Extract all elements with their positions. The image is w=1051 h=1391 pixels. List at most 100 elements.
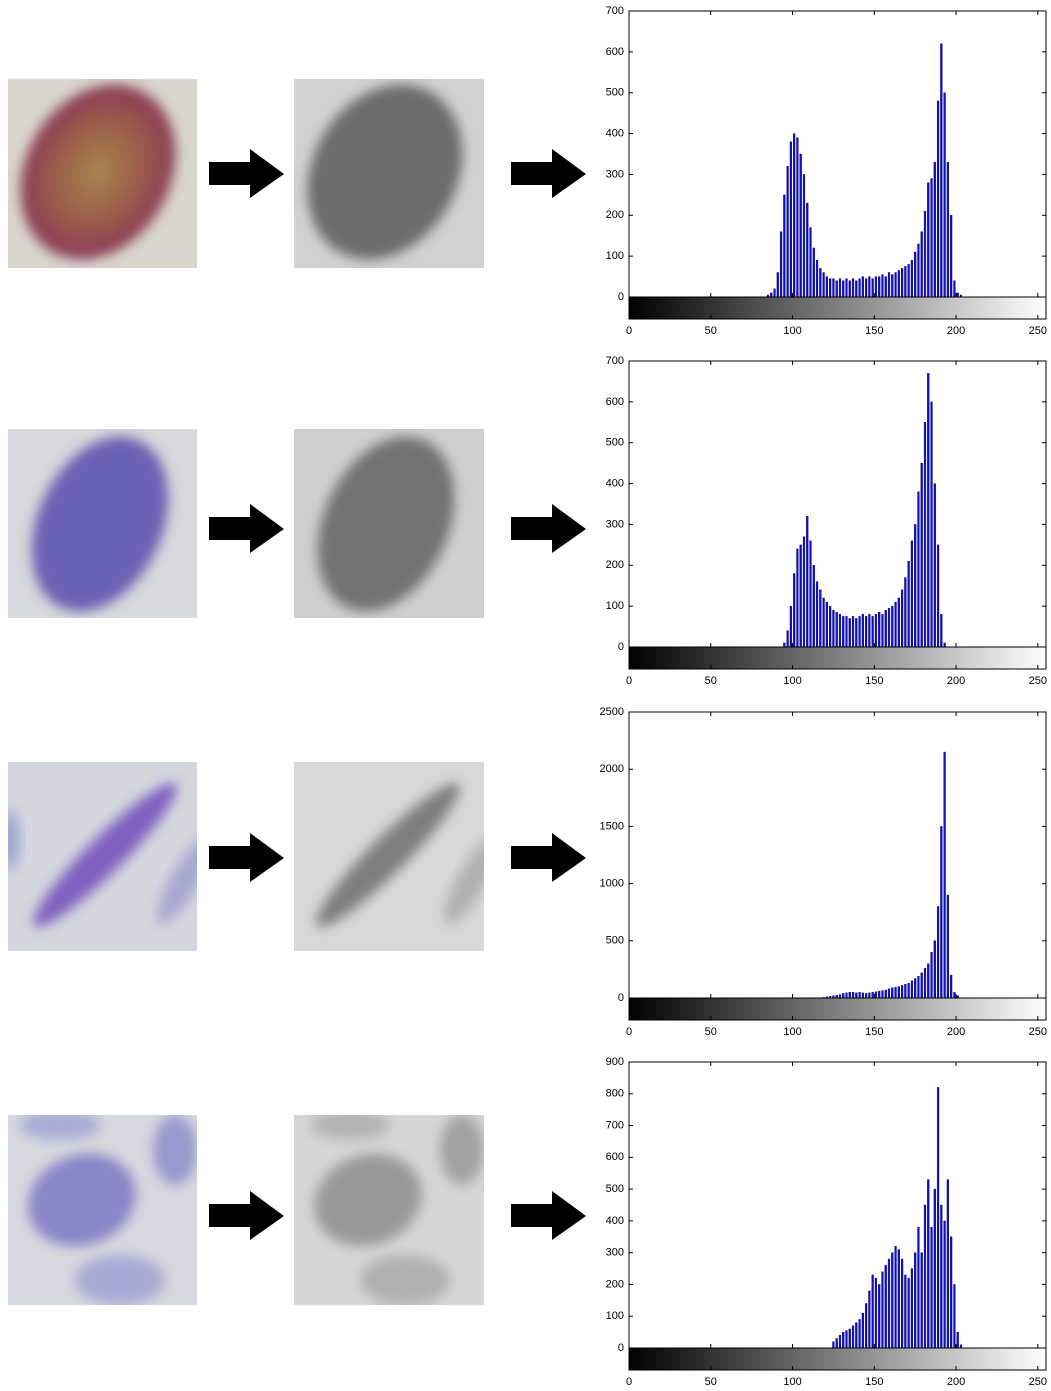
bar [881,274,884,298]
bar [907,982,910,999]
bar [953,992,956,999]
bar [946,1179,949,1349]
x-tick-label: 200 [947,675,965,687]
gray-image [294,429,484,618]
bar [923,422,927,648]
y-tick-label: 700 [606,1119,624,1131]
bar [891,1252,894,1349]
x-tick-label: 250 [1029,675,1047,687]
bar [914,978,917,999]
bar [779,231,783,298]
bar [848,618,851,648]
bar [809,540,812,648]
gray-image [294,1115,484,1305]
bar [910,260,914,298]
y-tick-label: 400 [606,127,624,139]
x-tick-label: 150 [865,1376,883,1386]
y-tick-label: 100 [606,600,624,612]
bar [927,1179,930,1349]
bar [789,605,792,648]
y-tick-label: 800 [606,1088,624,1100]
bar [891,274,894,298]
bar [871,992,874,999]
bar [881,614,884,648]
bar [842,993,845,999]
y-tick-label: 200 [606,559,624,571]
bar [914,524,917,648]
bar [887,272,891,298]
bar [950,215,953,298]
bar [897,270,900,298]
bar [910,980,914,999]
bar [865,278,868,298]
axes-frame [628,1061,1047,1371]
x-tick-label: 250 [1029,1026,1047,1038]
bar [874,1277,878,1349]
bar [865,1303,868,1349]
bar [910,540,914,648]
bar [900,589,904,648]
color-image [8,79,197,268]
bar [914,1252,917,1349]
histogram: 0 500 1000 1500 2000 2500 0 50 100 150 200 250 [600,706,1047,1038]
bar [838,614,842,648]
x-tick-label: 250 [1029,1376,1047,1386]
bar [940,826,943,999]
bar [868,992,871,999]
bar [832,278,835,298]
bar [796,137,799,298]
plot-area [629,1062,1046,1370]
bar [910,1268,914,1349]
bar [861,614,864,648]
x-tick-label: 150 [865,675,883,687]
bar [930,952,933,999]
bar [865,993,868,999]
axes-frame [628,10,1047,320]
bar [851,1325,855,1349]
bar [900,268,904,298]
bar [900,985,904,999]
bar [865,616,868,648]
bar [894,986,897,999]
bar [858,1319,861,1349]
bar [950,1236,953,1349]
bar [842,280,845,298]
bar [940,614,943,648]
colorbar [629,1348,1046,1370]
bar [845,1330,848,1349]
bar [907,1277,910,1349]
bar [878,276,881,298]
bar [783,194,786,298]
bar [940,1204,943,1349]
x-tick-label: 250 [1029,325,1047,337]
x-tick-label: 100 [783,325,801,337]
x-tick-label: 0 [626,1376,632,1386]
y-tick-label: 0 [618,992,624,1004]
bar [835,280,838,298]
y-tick-label: 300 [606,518,624,530]
bar [887,1258,891,1349]
y-tick-label: 1500 [600,820,624,832]
bar [878,1284,881,1349]
bar [848,992,851,999]
y-tick-label: 400 [606,1215,624,1227]
bar [930,401,933,648]
bar [920,972,923,999]
bar [894,1246,897,1349]
bar [799,153,802,298]
bar [858,616,861,648]
bar [917,491,920,648]
y-tick-label: 0 [618,291,624,303]
bar [933,483,936,648]
bar [855,1322,858,1349]
color-image [8,762,197,951]
axes-frame [628,711,1047,1021]
bar [891,605,894,648]
y-tick-label: 100 [606,1310,624,1322]
y-tick-label: 600 [606,396,624,408]
bar [904,266,907,298]
bar [900,1258,904,1349]
bar [887,607,891,648]
bar [884,610,887,648]
bar [936,544,940,648]
